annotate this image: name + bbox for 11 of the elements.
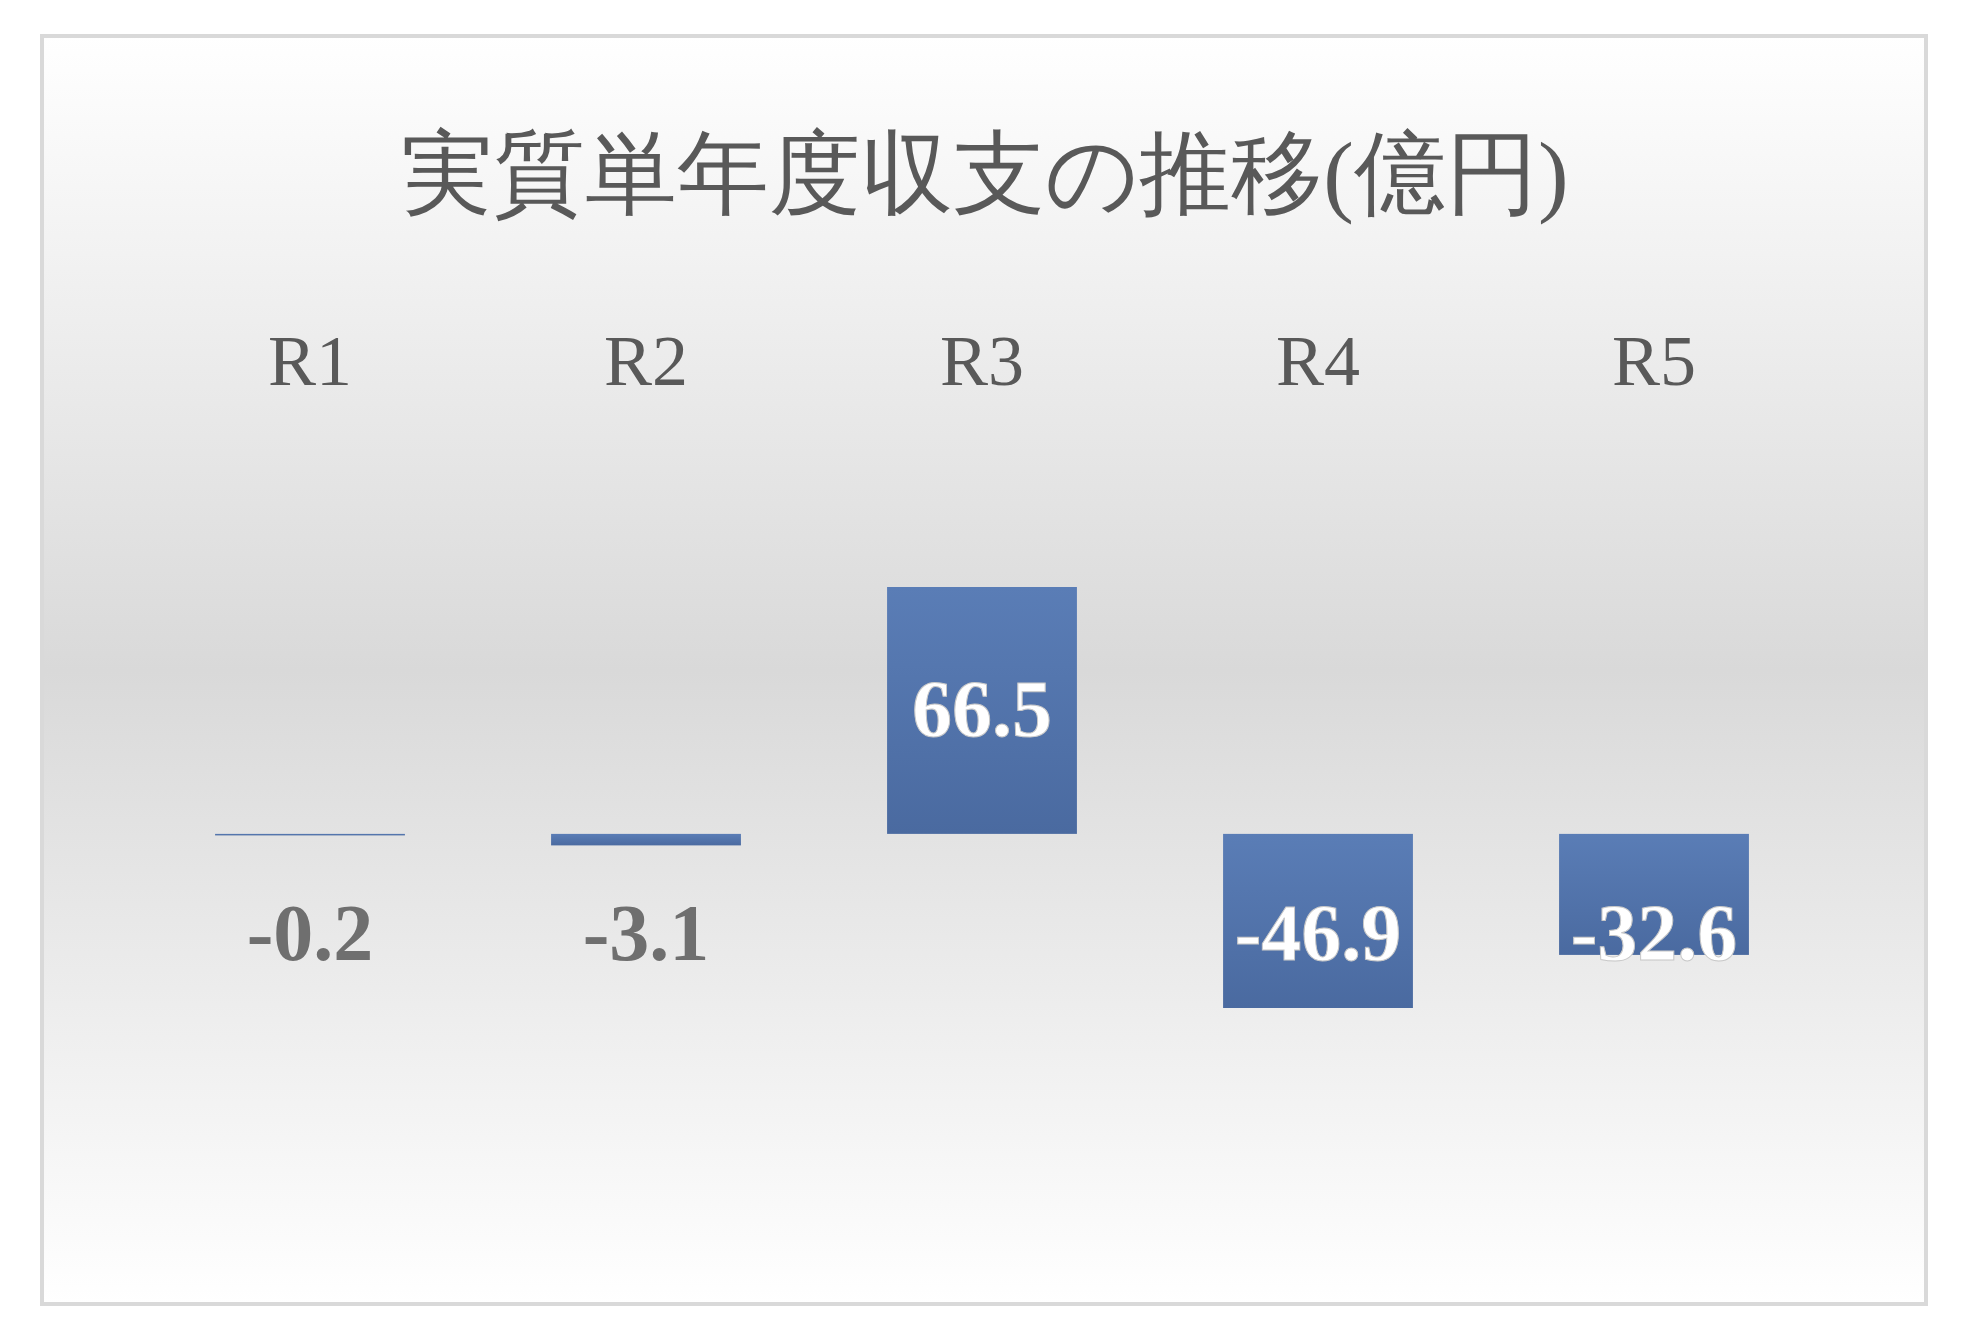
data-label: -32.6 [1570, 888, 1738, 977]
data-label: -46.9 [1234, 888, 1402, 977]
data-label: -0.2 [246, 888, 374, 977]
x-tick-label: R4 [1275, 321, 1361, 401]
x-tick-label: R3 [939, 321, 1025, 401]
data-label: -3.1 [582, 888, 710, 977]
data-label: 66.5 [912, 665, 1052, 754]
x-tick-label: R2 [603, 321, 689, 401]
x-tick-label: R1 [267, 321, 353, 401]
x-tick-label: R5 [1611, 321, 1697, 401]
chart-title: 実質単年度収支の推移(億円) [401, 123, 1569, 225]
